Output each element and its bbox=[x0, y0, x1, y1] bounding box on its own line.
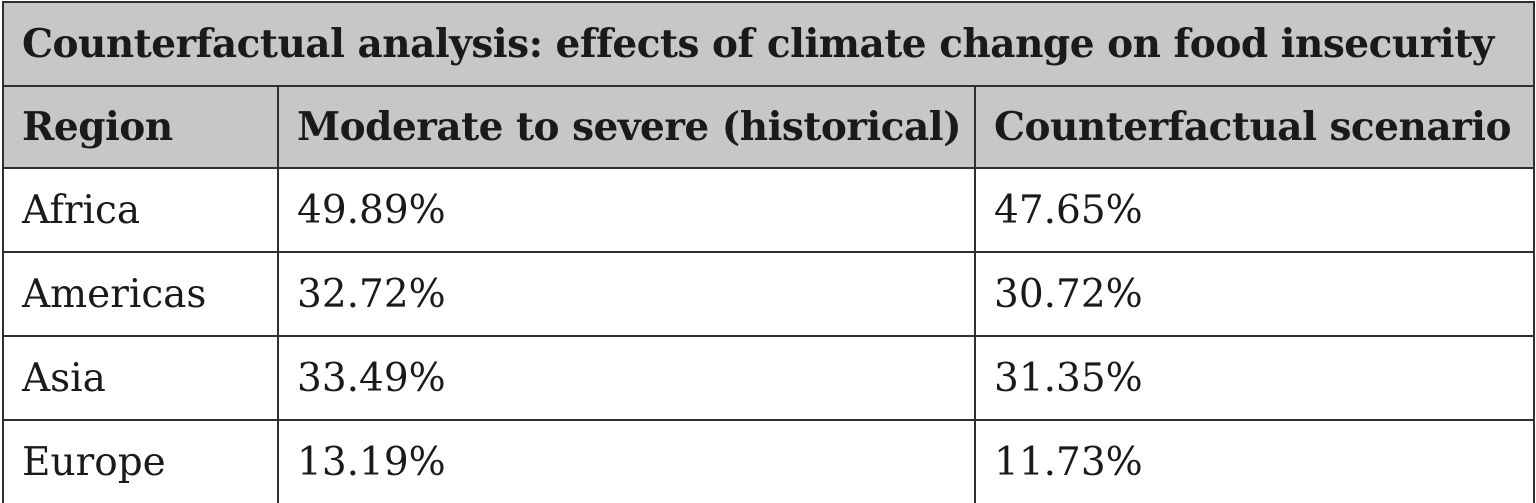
table-row: Europe 13.19% 11.73% bbox=[2, 419, 1536, 503]
cell-counterfactual: 11.73% bbox=[973, 419, 1536, 503]
table-title: Counterfactual analysis: effects of clim… bbox=[1, 1, 1536, 87]
cell-region: Africa bbox=[2, 167, 279, 253]
table-row: Asia 33.49% 31.35% bbox=[2, 335, 1536, 421]
cell-historical: 13.19% bbox=[277, 419, 976, 503]
table-header-row: Region Moderate to severe (historical) C… bbox=[2, 85, 1536, 169]
table-row: Americas 32.72% 30.72% bbox=[2, 251, 1536, 337]
cell-region: Asia bbox=[2, 335, 279, 421]
cell-counterfactual: 47.65% bbox=[973, 167, 1536, 253]
column-header-region: Region bbox=[2, 85, 279, 169]
cell-historical: 33.49% bbox=[277, 335, 976, 421]
table-row: Africa 49.89% 47.65% bbox=[2, 167, 1536, 253]
cell-historical: 32.72% bbox=[277, 251, 976, 337]
cell-counterfactual: 30.72% bbox=[973, 251, 1536, 337]
cell-region: Americas bbox=[2, 251, 279, 337]
cell-historical: 49.89% bbox=[277, 167, 976, 253]
table-title-row: Counterfactual analysis: effects of clim… bbox=[1, 1, 1536, 87]
column-header-counterfactual: Counterfactual scenario bbox=[973, 85, 1536, 169]
column-header-historical: Moderate to severe (historical) bbox=[277, 85, 976, 169]
cell-region: Europe bbox=[2, 419, 279, 503]
cell-counterfactual: 31.35% bbox=[973, 335, 1536, 421]
